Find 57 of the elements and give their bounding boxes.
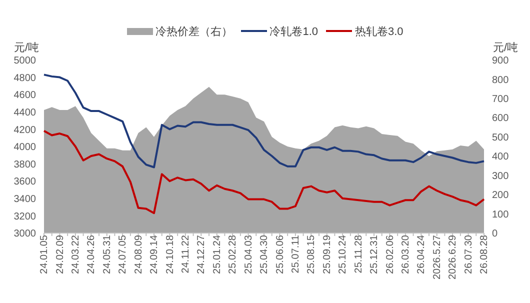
line-series [43,74,485,168]
x-tick-label: 24.04.26 [86,234,98,274]
x-tick-label: 24.07.05 [118,234,129,274]
x-tick-label: 24.08.09 [133,234,144,274]
line-series [43,130,485,214]
x-tick-label: 25.10.24 [338,234,349,274]
y-tick-label: 4600 [14,90,36,102]
x-tick-label: 2026.6.29 [448,234,459,280]
y2-tick-label: 200 [492,190,510,202]
x-tick-label: 26.04.24 [416,234,428,274]
y2-tick-label: 600 [492,113,510,124]
x-tick-label: 25.06.06 [274,234,286,274]
x-tick-label: 26.02.06 [384,234,396,274]
x-tick-label: 24.02.09 [54,234,66,274]
x-tick-label: 25.07.11 [290,234,302,274]
x-tick-label: 24.11.22 [180,234,192,274]
y2-tick-label: 900 [492,56,510,67]
x-tick-label: 24.05.31 [102,234,113,274]
y2-tick-label: 100 [492,209,510,220]
y-tick-label: 4000 [14,142,36,154]
x-tick-label: 25.02.28 [228,234,239,274]
x-tick-label: 26.07.30 [463,234,474,274]
y2-tick-label: 400 [492,152,510,163]
legend-label: 冷轧卷1.0 [270,24,318,38]
x-tick-label: 24.01.05 [39,234,50,274]
x-tick-label: 2026.5.27 [432,234,443,280]
x-tick-label: 26.03.20 [400,234,412,274]
y-tick-label: 3200 [14,211,36,222]
y-axis-title: 元/吨 [14,41,40,54]
x-tick-label: 25.09.19 [322,234,333,274]
y-tick-label: 5000 [14,56,36,67]
x-tick-label: 24.12.27 [196,234,208,274]
x-tick-label: 24.10.18 [164,234,176,274]
y2-tick-label: 700 [492,94,510,105]
x-tick-label: 25.04.03 [243,234,254,274]
y-tick-label: 3400 [14,194,36,205]
x-tick-label: 25.12.31 [369,234,380,274]
y2-tick-label: 0 [492,228,498,240]
y2-tick-label: 500 [492,132,510,144]
y-tick-label: 4400 [14,107,36,118]
y-tick-label: 3000 [14,228,36,240]
x-tick-label: 24.03.22 [70,234,82,274]
x-tick-label: 24.09.14 [149,234,160,274]
x-tick-label: 25.01.24 [212,234,223,274]
x-tick-label: 26.08.28 [479,234,490,274]
y-tick-label: 4800 [14,72,36,84]
y-tick-label: 3800 [14,159,36,170]
y-tick-label: 4200 [14,124,36,136]
x-tick-label: 25.08.15 [306,234,318,274]
x-tick-label: 25.11.28 [353,234,364,274]
y2-tick-label: 800 [492,74,510,86]
legend-label: 冷热价差（右） [156,24,233,38]
y2-tick-label: 300 [492,170,510,182]
y-tick-label: 3600 [14,176,36,188]
legend-label: 热轧卷3.0 [355,24,404,38]
x-tick-label: 25.04.30 [259,234,270,274]
y2-axis-title: 元/吨 [492,41,518,54]
